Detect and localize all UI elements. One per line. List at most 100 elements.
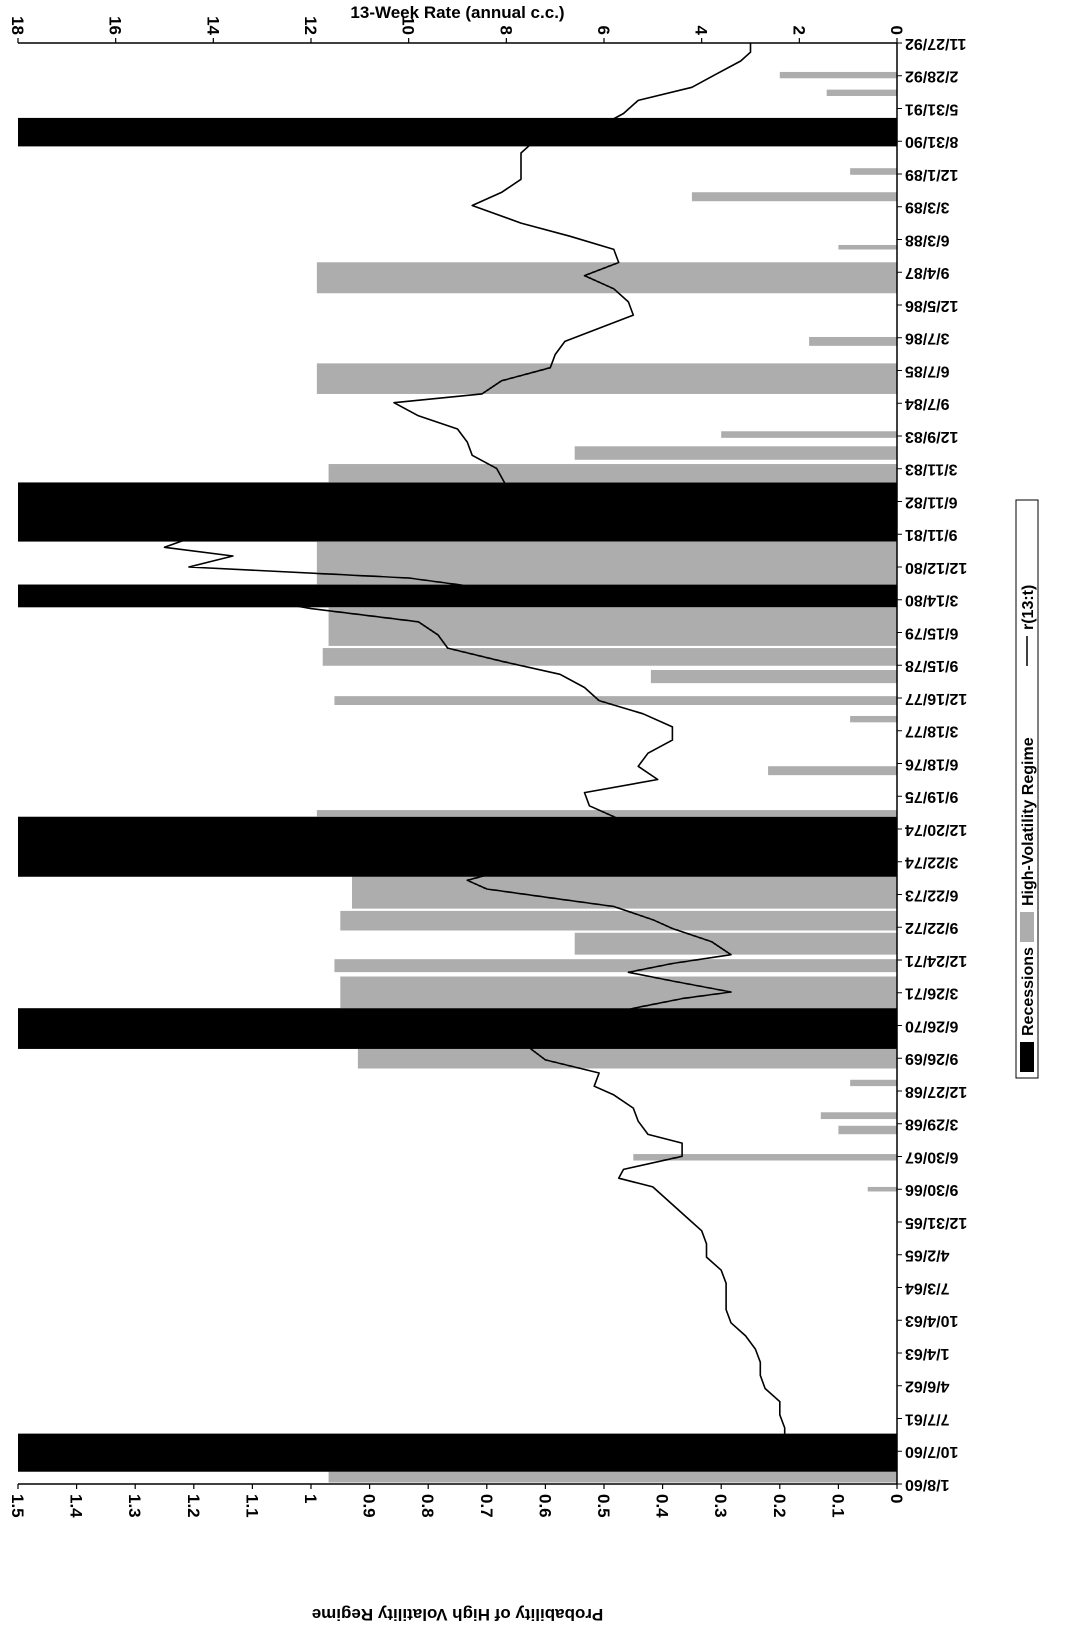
regime-span (316, 363, 897, 394)
regime-span (850, 1079, 897, 1087)
rate-line (163, 43, 786, 1442)
regime-span (867, 1186, 897, 1192)
regime-span (328, 464, 898, 483)
regime-span (838, 1125, 897, 1135)
date-label: 9/19/75 (905, 788, 958, 805)
legend-regime-swatch (1020, 912, 1034, 942)
date-label: 4/2/65 (905, 1247, 950, 1264)
regime-span (322, 648, 898, 666)
rate-tick-label: 4 (692, 26, 711, 36)
prob-tick-label: 0.9 (360, 1494, 379, 1518)
rate-tick-label: 8 (496, 26, 515, 35)
recession-bar (18, 1433, 897, 1472)
date-label: 12/20/74 (905, 821, 967, 838)
prob-tick-label: 1.5 (8, 1494, 27, 1518)
rate-tick-label: 0 (887, 26, 906, 35)
date-label: 1/4/63 (905, 1345, 950, 1362)
regime-span (691, 192, 897, 202)
rate-tick-label: 2 (789, 26, 808, 35)
date-label: 6/3/88 (905, 231, 950, 248)
prob-tick-label: 1 (301, 1494, 320, 1503)
recession-bar (18, 816, 897, 877)
date-label: 3/26/71 (905, 985, 958, 1002)
date-label: 12/12/80 (905, 559, 967, 576)
date-label: 6/22/73 (905, 886, 958, 903)
rate-tick-label: 18 (8, 16, 27, 35)
date-label: 9/22/72 (905, 919, 958, 936)
legend-recessions-label: Recessions (1020, 947, 1037, 1036)
date-label: 6/18/76 (905, 755, 958, 772)
recession-bar (18, 584, 897, 608)
recession-bar (18, 482, 897, 542)
regime-span (357, 1048, 897, 1069)
legend-rate-label: r(13:t) (1020, 585, 1037, 630)
date-label: 9/7/84 (905, 395, 950, 412)
rate-tick-label: 10 (399, 16, 418, 35)
date-label: 4/6/62 (905, 1378, 950, 1395)
regime-span (850, 168, 897, 175)
date-label: 6/7/85 (905, 362, 950, 379)
date-label: 5/31/91 (905, 100, 958, 117)
regime-span (328, 1469, 898, 1483)
prob-tick-label: 0.1 (828, 1494, 847, 1518)
date-label: 6/11/82 (905, 493, 958, 510)
date-label: 3/3/89 (905, 199, 950, 216)
date-label: 7/3/64 (905, 1279, 950, 1296)
date-label: 10/4/63 (905, 1312, 958, 1329)
rate-tick-label: 16 (106, 16, 125, 35)
bars-layer (18, 71, 898, 1483)
prob-tick-label: 0.5 (594, 1494, 613, 1518)
prob-tick-label: 1.3 (125, 1494, 144, 1518)
date-label: 3/14/80 (905, 592, 958, 609)
date-label: 3/18/77 (905, 723, 958, 740)
date-label: 9/15/78 (905, 657, 958, 674)
top-axis-title: 13-Week Rate (annual c.c.) (350, 3, 564, 22)
date-label: 12/9/83 (905, 428, 958, 445)
rate-tick-label: 12 (301, 16, 320, 35)
recession-bar (18, 1008, 897, 1049)
regime-span (820, 1112, 897, 1120)
regime-span (316, 541, 897, 585)
axes-layer (17, 38, 902, 1489)
date-label: 9/30/66 (905, 1181, 958, 1198)
date-label: 3/11/83 (905, 461, 958, 478)
date-label: 12/24/71 (905, 952, 967, 969)
recession-bar (18, 117, 897, 147)
prob-tick-label: 0.7 (477, 1494, 496, 1518)
date-label: 8/31/90 (905, 133, 958, 150)
date-label: 3/7/86 (905, 330, 950, 347)
date-label: 2/28/92 (905, 68, 958, 85)
prob-tick-label: 0.2 (770, 1494, 789, 1518)
labels-layer: 0 0.1 0.2 0.3 0.4 0.5 0.6 0.7 0.8 0.9 1 1.1 1.2 1.3 1.… (8, 3, 967, 1624)
regime-span (574, 932, 897, 955)
date-label: 6/15/79 (905, 624, 958, 641)
regime-span (838, 244, 897, 250)
date-label: 1/8/60 (905, 1476, 950, 1493)
regime-span (633, 1154, 897, 1161)
date-label: 3/22/74 (905, 854, 958, 871)
regime-span (768, 766, 897, 776)
prob-tick-label: 1.1 (242, 1494, 261, 1518)
regime-span (334, 959, 897, 973)
regime-span (721, 431, 897, 438)
regime-span (328, 607, 898, 646)
date-label: 9/11/81 (905, 526, 958, 543)
legend-recession-swatch (1020, 1042, 1034, 1072)
date-label: 11/27/92 (905, 35, 967, 52)
regime-span (574, 446, 897, 460)
date-label: 12/16/77 (905, 690, 967, 707)
regime-span (809, 336, 897, 346)
date-label: 7/7/61 (905, 1410, 950, 1427)
regime-span (340, 976, 897, 1009)
legend: Recessions High-Volatility Regime r(13:t) (1015, 499, 1039, 1079)
prob-tick-label: 0.8 (418, 1494, 437, 1518)
date-label: 3/29/68 (905, 1116, 958, 1133)
prob-tick-label: 0.3 (711, 1494, 730, 1518)
date-label: 6/30/67 (905, 1148, 958, 1165)
regime-span (340, 910, 897, 931)
prob-tick-label: 0.6 (535, 1494, 554, 1518)
date-label: 12/27/68 (905, 1083, 967, 1100)
prob-tick-label: 1.2 (184, 1494, 203, 1518)
regime-span (779, 71, 897, 79)
